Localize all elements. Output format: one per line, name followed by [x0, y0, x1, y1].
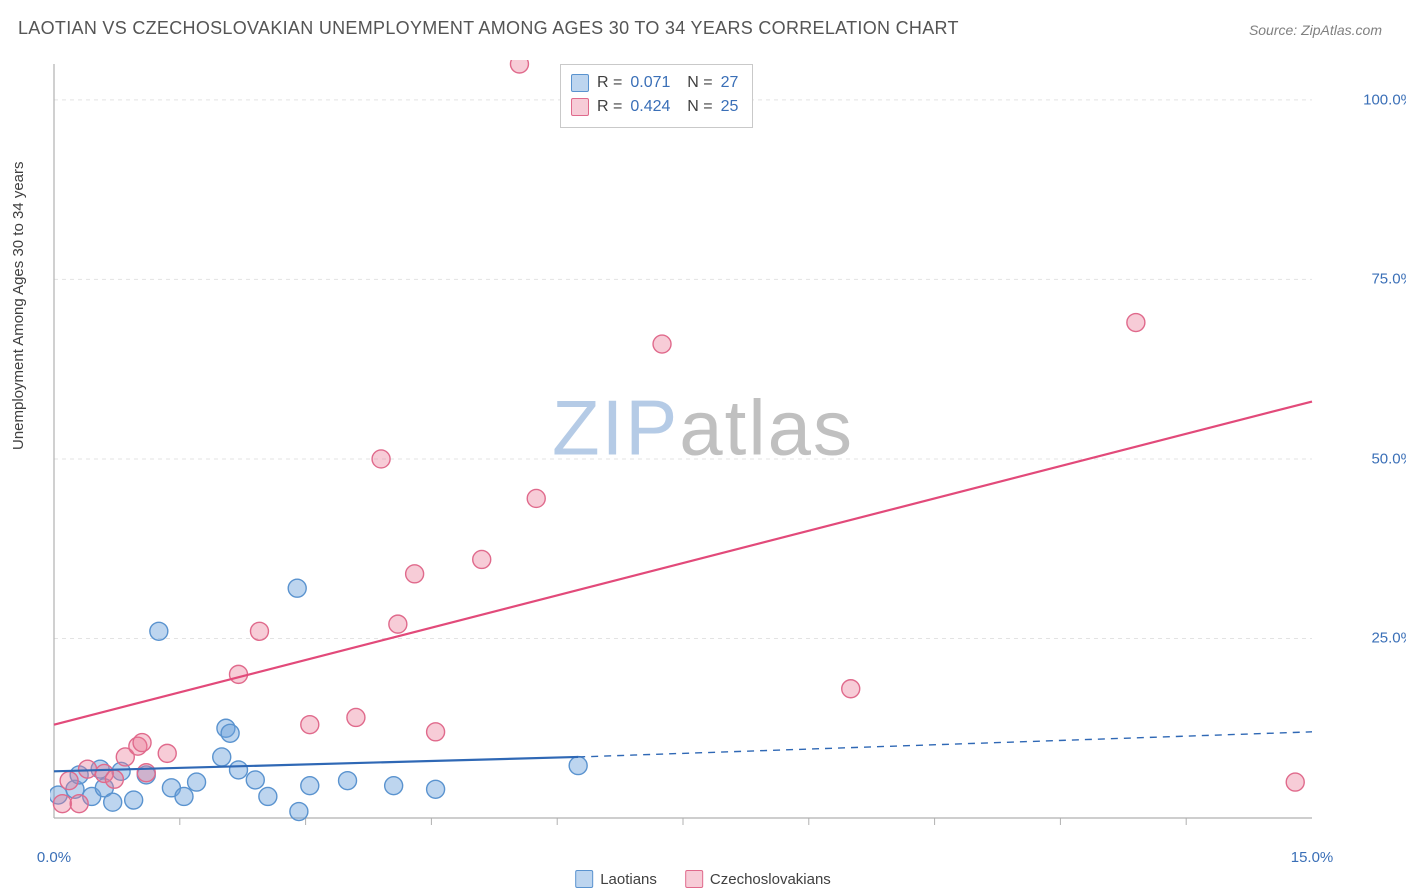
legend-item-laotians: Laotians	[575, 870, 657, 888]
stats-r-value: 0.071	[630, 71, 670, 95]
swatch-laotians	[571, 74, 589, 92]
source-attribution: Source: ZipAtlas.com	[1249, 22, 1382, 38]
stats-n-label: N =	[678, 71, 712, 95]
scatter-plot	[50, 60, 1370, 840]
stats-row-czechoslovakians: R = 0.424 N = 25	[571, 95, 738, 119]
xtick-label: 0.0%	[37, 849, 71, 866]
legend-swatch-laotians	[575, 870, 593, 888]
ytick-label: 25.0%	[1371, 630, 1406, 647]
y-axis-label: Unemployment Among Ages 30 to 34 years	[10, 161, 27, 450]
ytick-label: 50.0%	[1371, 450, 1406, 467]
bottom-legend: Laotians Czechoslovakians	[575, 870, 831, 888]
chart-title: LAOTIAN VS CZECHOSLOVAKIAN UNEMPLOYMENT …	[18, 18, 959, 39]
stats-n-value: 27	[721, 71, 739, 95]
ytick-label: 100.0%	[1363, 91, 1406, 108]
legend-label: Laotians	[600, 871, 657, 888]
legend-item-czech: Czechoslovakians	[685, 870, 831, 888]
chart-area: 25.0%50.0%75.0%100.0% 0.0%15.0%	[50, 60, 1370, 840]
stats-n-value: 25	[721, 95, 739, 119]
stats-r-label: R =	[597, 71, 622, 95]
stats-n-label: N =	[678, 95, 712, 119]
stats-r-label: R =	[597, 95, 622, 119]
stats-legend: R = 0.071 N = 27 R = 0.424 N = 25	[560, 64, 753, 128]
legend-swatch-czech	[685, 870, 703, 888]
legend-label: Czechoslovakians	[710, 871, 831, 888]
ytick-label: 75.0%	[1371, 271, 1406, 288]
stats-row-laotians: R = 0.071 N = 27	[571, 71, 738, 95]
swatch-czech	[571, 98, 589, 116]
stats-r-value: 0.424	[630, 95, 670, 119]
xtick-label: 15.0%	[1291, 849, 1334, 866]
